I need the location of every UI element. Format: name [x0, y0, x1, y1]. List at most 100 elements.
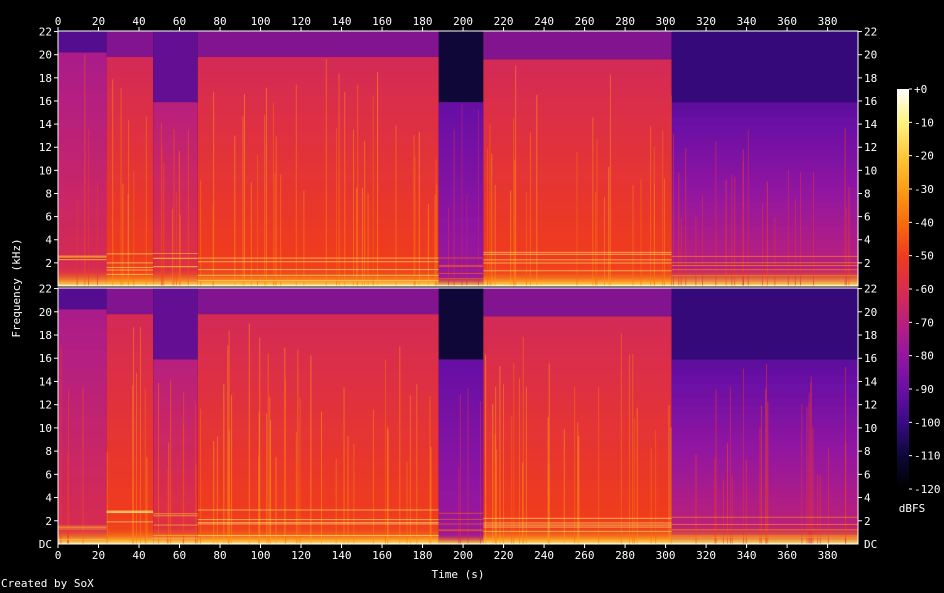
y-tick-label-left: 8: [45, 187, 52, 200]
y-tick-label-right: 22: [864, 26, 877, 39]
panel-frame: [57, 30, 859, 287]
x-tick-label-bottom: 60: [173, 549, 186, 562]
colorbar-tick-label: -60: [914, 283, 934, 296]
y-tick-label-right: 10: [864, 164, 877, 177]
x-tick-label-bottom: 180: [413, 549, 433, 562]
y-tick-label-right: 20: [864, 49, 877, 62]
y-tick-label-right: 6: [864, 468, 871, 481]
x-tick-label-top: 320: [696, 15, 716, 28]
y-tick-label-right: 16: [864, 95, 877, 108]
colorbar-tick-label: -80: [914, 350, 934, 363]
y-tick-label-left: 12: [39, 399, 52, 412]
x-tick-label-bottom: 360: [777, 549, 797, 562]
y-tick-label-left: 16: [39, 352, 52, 365]
y-tick-label-left-dc: DC: [39, 538, 52, 551]
x-tick-label-bottom: 300: [656, 549, 676, 562]
x-axis-title: Time (s): [432, 568, 485, 581]
x-tick-label-bottom: 320: [696, 549, 716, 562]
x-tick-label-top: 260: [575, 15, 595, 28]
x-tick-label-bottom: 220: [494, 549, 514, 562]
colorbar-tick-label: -30: [914, 183, 934, 196]
y-tick-label-left: 6: [45, 211, 52, 224]
x-tick-label-top: 120: [291, 15, 311, 28]
spectrogram-segment: [483, 31, 672, 287]
y-tick-label-left: 6: [45, 468, 52, 481]
y-tick-label-left: 2: [45, 515, 52, 528]
y-tick-label-right: 16: [864, 352, 877, 365]
x-tick-label-top: 220: [494, 15, 514, 28]
x-tick-label-top: 140: [332, 15, 352, 28]
y-tick-label-right: 4: [864, 234, 871, 247]
x-tick-label-bottom: 240: [534, 549, 554, 562]
spectrogram-segment: [106, 288, 154, 545]
x-tick-label-top: 280: [615, 15, 635, 28]
y-tick-label-right: 12: [864, 399, 877, 412]
spectrogram-segment: [438, 31, 484, 287]
y-tick-label-left: 18: [39, 72, 52, 85]
spectrogram-segment: [197, 288, 439, 545]
y-tick-label-left: 14: [39, 118, 53, 131]
y-tick-label-left: 22: [39, 283, 52, 296]
y-tick-label-right: 2: [864, 257, 871, 270]
y-tick-label-left: 18: [39, 329, 52, 342]
colorbar-tick-label: -110: [914, 450, 941, 463]
spectrogram-segment: [153, 288, 198, 545]
y-tick-label-right: 18: [864, 72, 877, 85]
x-tick-label-bottom: 280: [615, 549, 635, 562]
x-tick-label-bottom: 160: [372, 549, 392, 562]
colorbar: [897, 89, 909, 489]
colorbar-tick-label: -100: [914, 416, 941, 429]
x-tick-label-top: 180: [413, 15, 433, 28]
y-tick-label-left: 10: [39, 164, 52, 177]
y-tick-label-left: 16: [39, 95, 52, 108]
x-tick-label-bottom: 140: [332, 549, 352, 562]
y-tick-label-left: 22: [39, 26, 52, 39]
x-tick-label-bottom: 80: [213, 549, 226, 562]
colorbar-label: dBFS: [899, 502, 926, 515]
spectrogram-segment: [58, 31, 108, 287]
x-tick-label-top: 60: [173, 15, 186, 28]
x-tick-label-top: 40: [132, 15, 145, 28]
panel-frame: [57, 287, 859, 545]
spectrogram-segment: [438, 288, 484, 545]
x-tick-label-top: 300: [656, 15, 676, 28]
colorbar-tick-label: -120: [914, 483, 941, 496]
y-tick-label-left: 12: [39, 141, 52, 154]
x-tick-label-top: 20: [92, 15, 105, 28]
x-tick-label-bottom: 0: [55, 549, 62, 562]
y-tick-label-left: 14: [39, 375, 53, 388]
y-tick-label-right: 8: [864, 187, 871, 200]
x-tick-label-top: 340: [737, 15, 757, 28]
y-tick-label-right: 2: [864, 515, 871, 528]
x-tick-label-top: 360: [777, 15, 797, 28]
x-tick-label-bottom: 340: [737, 549, 757, 562]
y-tick-label-right: 20: [864, 306, 877, 319]
x-tick-label-top: 240: [534, 15, 554, 28]
x-tick-label-bottom: 380: [818, 549, 838, 562]
y-tick-label-right: 18: [864, 329, 877, 342]
spectrogram-segment: [197, 31, 439, 287]
x-tick-label-bottom: 100: [251, 549, 271, 562]
y-tick-label-left: 2: [45, 257, 52, 270]
y-tick-label-right: 4: [864, 492, 871, 505]
x-tick-label-top: 80: [213, 15, 226, 28]
x-tick-label-bottom: 40: [132, 549, 145, 562]
x-tick-label-top: 100: [251, 15, 271, 28]
y-tick-label-left: 4: [45, 492, 52, 505]
colorbar-tick-label: -70: [914, 316, 934, 329]
x-tick-label-bottom: 200: [453, 549, 473, 562]
y-tick-label-right: 22: [864, 283, 877, 296]
spectrogram-segment: [153, 31, 198, 287]
y-tick-label-right-dc: DC: [864, 538, 877, 551]
colorbar-tick-label: -50: [914, 250, 934, 263]
y-tick-label-left: 4: [45, 234, 52, 247]
colorbar-tick-label: -40: [914, 216, 934, 229]
y-tick-label-right: 6: [864, 211, 871, 224]
colorbar-tick-label: +0: [914, 83, 927, 96]
channel-1-spectrogram: [57, 30, 859, 287]
colorbar-tick-label: -10: [914, 116, 934, 129]
x-tick-label-top: 160: [372, 15, 392, 28]
spectrogram-segment: [483, 288, 672, 545]
y-tick-label-right: 14: [864, 375, 878, 388]
y-axis-title: Frequency (kHz): [10, 238, 23, 337]
